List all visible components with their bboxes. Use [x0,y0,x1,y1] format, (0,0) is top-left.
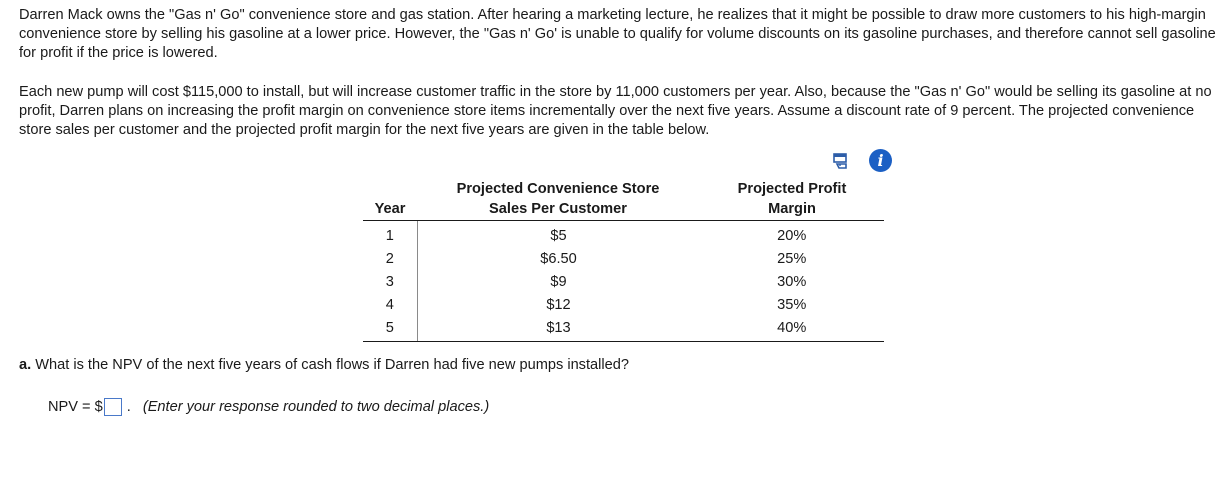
header-margin-line2: Margin [768,201,816,217]
question-label: a. [19,357,32,373]
header-margin-line1: Projected Profit [737,181,847,197]
header-sales-line2: Sales Per Customer [489,201,627,217]
table-row: 4 $12 35% [363,293,884,316]
cell-sales: $9 [550,273,567,290]
table-row: 2 $6.50 25% [363,247,884,270]
table-header-row: Year Projected Convenience Store Sales P… [363,177,884,221]
cell-margin: 20% [777,227,807,244]
data-table: Year Projected Convenience Store Sales P… [363,177,884,342]
table-row: 3 $9 30% [363,270,884,293]
question-a: a. What is the NPV of the next five year… [19,357,629,373]
npv-suffix: . [126,399,131,415]
cell-year: 3 [363,270,418,293]
table-tools: i [832,149,892,173]
cell-sales: $6.50 [540,250,577,267]
print-icon[interactable] [832,152,850,170]
question-text: What is the NPV of the next five years o… [31,357,629,373]
cell-year: 2 [363,247,418,270]
header-sales: Projected Convenience Store Sales Per Cu… [417,177,700,221]
cell-margin: 35% [777,296,807,313]
info-icon[interactable]: i [869,149,892,172]
npv-hint: (Enter your response rounded to two deci… [142,399,490,415]
npv-input[interactable] [103,398,122,416]
header-year: Year [363,177,417,221]
cell-margin: 25% [777,250,807,267]
problem-paragraph-2: Each new pump will cost $115,000 to inst… [19,84,1212,138]
header-margin: Projected Profit Margin [699,177,884,221]
cell-year: 4 [363,293,418,316]
table-row: 5 $13 40% [363,316,884,342]
problem-paragraph-1: Darren Mack owns the "Gas n' Go" conveni… [19,7,1216,61]
cell-margin: 40% [699,316,884,342]
cell-margin: 30% [777,273,807,290]
table-row: 1 $5 20% [363,220,884,247]
npv-prefix: NPV = $ [48,399,103,415]
cell-sales: $12 [546,296,571,313]
header-sales-line1: Projected Convenience Store [456,181,660,197]
cell-year: 5 [363,316,418,342]
cell-year: 1 [363,220,418,247]
cell-sales: $13 [417,316,700,342]
npv-answer-row: NPV = $ . (Enter your response rounded t… [48,398,489,416]
cell-sales: $5 [550,227,567,244]
